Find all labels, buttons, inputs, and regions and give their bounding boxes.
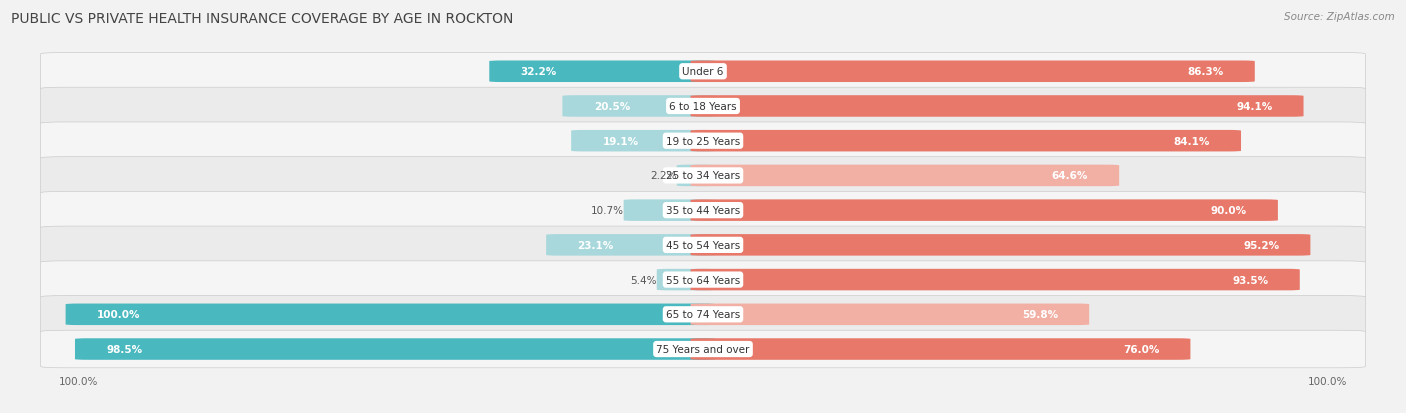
FancyBboxPatch shape xyxy=(562,96,716,117)
FancyBboxPatch shape xyxy=(690,165,1119,187)
Text: 86.3%: 86.3% xyxy=(1187,67,1223,77)
Text: 90.0%: 90.0% xyxy=(1211,206,1247,216)
FancyBboxPatch shape xyxy=(690,304,1090,325)
FancyBboxPatch shape xyxy=(690,338,1191,360)
Text: 93.5%: 93.5% xyxy=(1233,275,1268,285)
Text: PUBLIC VS PRIVATE HEALTH INSURANCE COVERAGE BY AGE IN ROCKTON: PUBLIC VS PRIVATE HEALTH INSURANCE COVER… xyxy=(11,12,513,26)
FancyBboxPatch shape xyxy=(571,131,716,152)
Text: 23.1%: 23.1% xyxy=(578,240,613,250)
Text: 59.8%: 59.8% xyxy=(1022,310,1057,320)
FancyBboxPatch shape xyxy=(690,269,1299,291)
FancyBboxPatch shape xyxy=(546,235,716,256)
FancyBboxPatch shape xyxy=(489,62,716,83)
FancyBboxPatch shape xyxy=(41,192,1365,229)
Text: 2.2%: 2.2% xyxy=(650,171,676,181)
Text: 64.6%: 64.6% xyxy=(1052,171,1088,181)
FancyBboxPatch shape xyxy=(41,123,1365,160)
Text: 100.0%: 100.0% xyxy=(97,310,141,320)
FancyBboxPatch shape xyxy=(41,330,1365,368)
Text: 6 to 18 Years: 6 to 18 Years xyxy=(669,102,737,112)
FancyBboxPatch shape xyxy=(41,227,1365,264)
Text: 75 Years and over: 75 Years and over xyxy=(657,344,749,354)
FancyBboxPatch shape xyxy=(657,269,716,291)
Text: Source: ZipAtlas.com: Source: ZipAtlas.com xyxy=(1284,12,1395,22)
Text: Under 6: Under 6 xyxy=(682,67,724,77)
Text: 95.2%: 95.2% xyxy=(1243,240,1279,250)
Text: 19.1%: 19.1% xyxy=(602,136,638,146)
FancyBboxPatch shape xyxy=(41,261,1365,299)
Text: 45 to 54 Years: 45 to 54 Years xyxy=(666,240,740,250)
FancyBboxPatch shape xyxy=(690,235,1310,256)
Text: 5.4%: 5.4% xyxy=(630,275,657,285)
Text: 76.0%: 76.0% xyxy=(1123,344,1159,354)
Text: 19 to 25 Years: 19 to 25 Years xyxy=(666,136,740,146)
Text: 55 to 64 Years: 55 to 64 Years xyxy=(666,275,740,285)
FancyBboxPatch shape xyxy=(41,157,1365,195)
FancyBboxPatch shape xyxy=(690,96,1303,117)
Text: 65 to 74 Years: 65 to 74 Years xyxy=(666,310,740,320)
FancyBboxPatch shape xyxy=(75,338,716,360)
FancyBboxPatch shape xyxy=(41,88,1365,126)
Text: 84.1%: 84.1% xyxy=(1174,136,1209,146)
FancyBboxPatch shape xyxy=(41,53,1365,91)
FancyBboxPatch shape xyxy=(66,304,716,325)
Text: 35 to 44 Years: 35 to 44 Years xyxy=(666,206,740,216)
Text: 20.5%: 20.5% xyxy=(593,102,630,112)
Text: 32.2%: 32.2% xyxy=(520,67,557,77)
FancyBboxPatch shape xyxy=(41,296,1365,333)
Text: 25 to 34 Years: 25 to 34 Years xyxy=(666,171,740,181)
Text: 10.7%: 10.7% xyxy=(591,206,624,216)
Text: 94.1%: 94.1% xyxy=(1236,102,1272,112)
FancyBboxPatch shape xyxy=(690,131,1241,152)
FancyBboxPatch shape xyxy=(690,62,1254,83)
FancyBboxPatch shape xyxy=(690,200,1278,221)
Text: 98.5%: 98.5% xyxy=(107,344,142,354)
FancyBboxPatch shape xyxy=(676,165,716,187)
FancyBboxPatch shape xyxy=(624,200,716,221)
